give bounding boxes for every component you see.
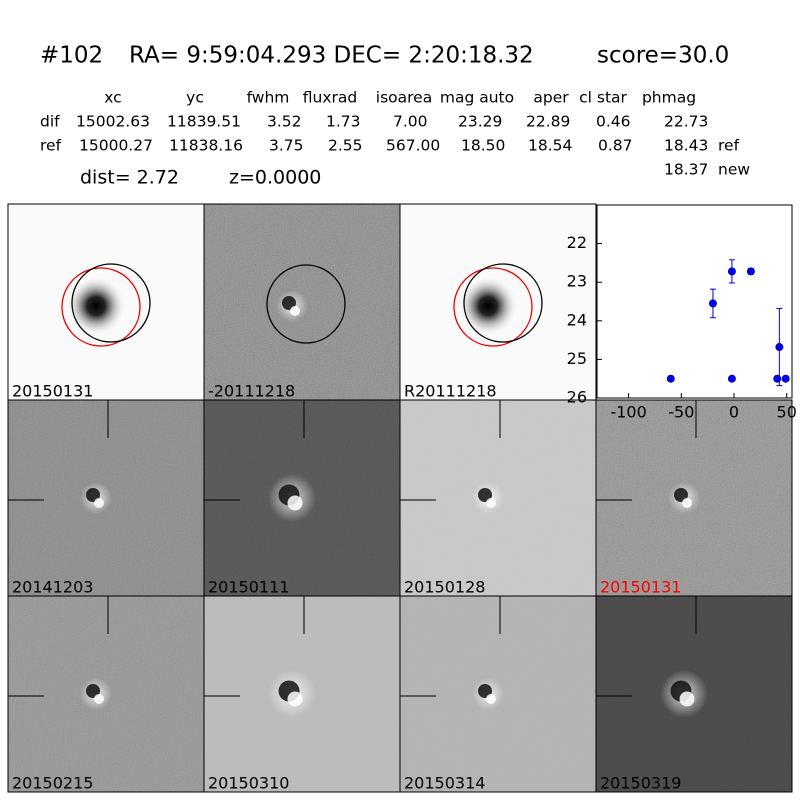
row-note: ref — [718, 137, 740, 155]
cell: 18.54 — [528, 137, 572, 155]
cell: 7.00 — [393, 113, 428, 131]
panel-border — [595, 595, 793, 793]
x-tick-label: 50 — [777, 403, 797, 422]
y-tick-label: 23 — [567, 272, 587, 291]
cell: 11839.51 — [167, 113, 241, 131]
cell: 1.73 — [326, 113, 361, 131]
source-light — [287, 495, 303, 511]
cell: 2.55 — [328, 137, 363, 155]
candidate-id: #102 — [40, 43, 103, 69]
source — [66, 276, 126, 336]
source-light — [287, 691, 303, 707]
source-light — [486, 498, 496, 508]
column-header: mag auto — [440, 89, 514, 107]
point — [775, 343, 784, 352]
ref-circle — [453, 267, 533, 347]
cell: 567.00 — [386, 137, 440, 155]
source-dark — [86, 684, 100, 698]
panel-label: 20150131 — [600, 578, 681, 597]
y-tick-label: 26 — [567, 388, 587, 407]
x-tick-label: -100 — [610, 403, 646, 422]
source-dark — [478, 488, 492, 502]
source-dark — [674, 488, 688, 502]
redshift: z=0.0000 — [229, 167, 321, 189]
panel-label: 20150131 — [12, 382, 93, 401]
column-header: fluxrad — [303, 89, 357, 107]
row-label: dif — [40, 113, 60, 131]
cell: 15000.27 — [79, 137, 153, 155]
cell: 3.75 — [269, 137, 304, 155]
source-light — [486, 694, 496, 704]
det-circle — [463, 263, 543, 343]
cell: 23.29 — [458, 113, 502, 131]
row-label: ref — [40, 137, 62, 155]
distance: dist= 2.72 — [80, 167, 179, 189]
plot-area — [596, 204, 793, 399]
column-header: cl star — [579, 89, 627, 107]
panel-label: 20150111 — [208, 578, 289, 597]
point — [727, 374, 736, 383]
x-tick-label: -50 — [668, 403, 694, 422]
panel-label: 20150128 — [404, 578, 485, 597]
cell: 18.43 — [664, 137, 708, 155]
cell: 22.73 — [664, 113, 708, 131]
source — [458, 276, 518, 336]
point — [727, 267, 736, 276]
cell: 15002.63 — [76, 113, 150, 131]
column-header: yc — [186, 89, 204, 107]
column-header: aper — [533, 89, 569, 107]
det-circle — [266, 264, 346, 344]
source-light — [682, 498, 692, 508]
panel-label: 20150319 — [600, 774, 681, 793]
panel-label: R20111218 — [404, 382, 497, 401]
column-header: xc — [104, 89, 121, 107]
source-dark — [86, 488, 100, 502]
y-tick-label: 22 — [567, 233, 587, 252]
extra-value: 18.37 — [664, 161, 708, 179]
source-light — [679, 691, 695, 707]
panel-label: 20150314 — [404, 774, 485, 793]
source-dark — [478, 684, 492, 698]
ref-circle — [61, 267, 141, 347]
coordinates: RA= 9:59:04.293 DEC= 2:20:18.32 — [129, 43, 534, 69]
point — [708, 299, 717, 308]
column-header: fwhm — [247, 89, 290, 107]
y-tick-label: 24 — [567, 310, 587, 329]
point — [746, 267, 755, 276]
point — [781, 374, 790, 383]
panel-label: 20150215 — [12, 774, 93, 793]
panel-label: 20141203 — [12, 578, 93, 597]
cell: 18.50 — [461, 137, 505, 155]
x-tick-label: 0 — [729, 403, 739, 422]
point — [666, 374, 675, 383]
cell: 3.52 — [267, 113, 302, 131]
column-header: phmag — [642, 89, 696, 107]
cell: 0.46 — [596, 113, 631, 131]
y-tick-label: 25 — [567, 349, 587, 368]
point — [773, 374, 782, 383]
cell: 0.87 — [598, 137, 633, 155]
cell: 22.89 — [526, 113, 570, 131]
cell: 11838.16 — [169, 137, 243, 155]
extra-note: new — [718, 161, 750, 179]
det-circle — [71, 263, 151, 343]
column-header: isoarea — [376, 89, 432, 107]
source-dark — [282, 296, 296, 310]
source-light — [94, 498, 104, 508]
score: score=30.0 — [597, 43, 729, 69]
source-light — [290, 306, 300, 316]
source-light — [94, 694, 104, 704]
panel-label: 20150310 — [208, 774, 289, 793]
panel-label: -20111218 — [208, 382, 295, 401]
